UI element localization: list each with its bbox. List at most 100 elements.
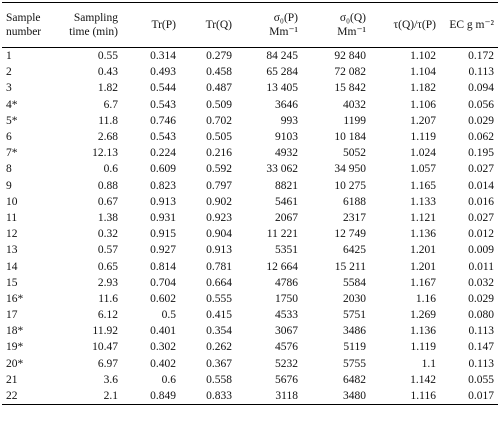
- table-cell: 13: [6, 244, 18, 257]
- table-cell: 993: [280, 114, 298, 127]
- table-cell: 1.38: [97, 211, 118, 224]
- table-cell: 6: [6, 131, 12, 144]
- header-text: σ₀(P): [273, 12, 298, 24]
- table-cell: 0.55: [97, 50, 118, 63]
- table-cell: 0.902: [206, 195, 232, 208]
- table-cell: 6482: [343, 373, 366, 386]
- table-cell: 1750: [275, 292, 298, 305]
- table-cell: 0.915: [150, 228, 176, 241]
- table-cell: 0.113: [468, 325, 494, 338]
- header-text: Tr(P): [151, 19, 176, 31]
- table-cell: 1.182: [410, 82, 436, 95]
- table-cell: 1.119: [410, 341, 436, 354]
- header-cell: σ₀(P) Mm⁻¹: [236, 3, 302, 48]
- table-cell: 14: [6, 260, 18, 273]
- table-cell: 7*: [6, 147, 18, 160]
- table-cell: 0.314: [150, 50, 176, 63]
- table-cell: 12 664: [266, 260, 298, 273]
- table-cell: 0.57: [97, 244, 118, 257]
- table-cell: 0.147: [468, 341, 494, 354]
- header-cell: EC g m⁻²: [440, 3, 498, 48]
- table-cell: 2: [6, 66, 12, 79]
- table-cell: 2.68: [97, 131, 118, 144]
- table-row: 19* 10.47 0.302 0.262 4576 5119 1.119 0.147: [2, 339, 498, 355]
- table-cell: 4576: [275, 341, 298, 354]
- table-cell: 0.367: [206, 357, 232, 370]
- table-cell: 33 062: [266, 163, 298, 176]
- table-body: 1 0.55 0.314 0.279 84 245 92 840 1.102 0.172 2 0.…: [2, 48, 498, 405]
- table-cell: 0.458: [206, 66, 232, 79]
- table-cell: 0.923: [206, 211, 232, 224]
- header-text: Mm⁻¹: [269, 26, 298, 38]
- header-text: Sampling: [73, 12, 118, 24]
- table-cell: 0.833: [206, 390, 232, 403]
- table-cell: 1.136: [410, 228, 436, 241]
- table-cell: 0.080: [468, 309, 494, 322]
- table-cell: 1: [6, 50, 12, 63]
- table-cell: 6425: [343, 244, 366, 257]
- table-cell: 1.201: [410, 244, 436, 257]
- table-cell: 5584: [343, 276, 366, 289]
- table-cell: 0.823: [150, 179, 176, 192]
- table-cell: 1.1: [421, 357, 436, 370]
- table-cell: 1.116: [410, 390, 436, 403]
- table-row: 3 1.82 0.544 0.487 13 405 15 842 1.182 0.094: [2, 80, 498, 96]
- table-cell: 1.133: [410, 195, 436, 208]
- table-cell: 1.142: [410, 373, 436, 386]
- table-cell: 22: [6, 390, 18, 403]
- table-cell: 5119: [343, 341, 366, 354]
- table-cell: 6.12: [97, 309, 118, 322]
- table-cell: 6.7: [103, 98, 118, 111]
- header-text: σ₀(Q): [339, 12, 366, 24]
- table-cell: 9103: [275, 131, 298, 144]
- table-cell: 0.062: [468, 131, 494, 144]
- table-cell: 0.814: [150, 260, 176, 273]
- table-cell: 0.913: [206, 244, 232, 257]
- table-cell: 2317: [343, 211, 366, 224]
- table-cell: 16*: [6, 292, 24, 305]
- table-cell: 0.6: [103, 163, 118, 176]
- header-row: Sample number Sampling time (min) Tr(P) Tr(Q)…: [2, 2, 498, 48]
- table-cell: 0.704: [150, 276, 176, 289]
- table-cell: 18*: [6, 325, 24, 338]
- table-cell: 11.92: [92, 325, 118, 338]
- table-cell: 0.904: [206, 228, 232, 241]
- table-cell: 0.172: [468, 50, 494, 63]
- table-cell: 1.201: [410, 260, 436, 273]
- header-cell: Sample number: [2, 3, 54, 48]
- table-row: 7* 12.13 0.224 0.216 4932 5052 1.024 0.195: [2, 145, 498, 161]
- table-cell: 0.056: [468, 98, 494, 111]
- table-row: 6 2.68 0.543 0.505 9103 10 184 1.119 0.062: [2, 129, 498, 145]
- table-cell: 0.555: [206, 292, 232, 305]
- table-cell: 0.6: [161, 373, 176, 386]
- data-table: Sample number Sampling time (min) Tr(P) Tr(Q)…: [2, 2, 498, 405]
- table-cell: 3118: [275, 390, 298, 403]
- header-text: Mm⁻¹: [337, 26, 366, 38]
- table-cell: 0.781: [206, 260, 232, 273]
- table-cell: 5755: [343, 357, 366, 370]
- table-cell: 1.121: [410, 211, 436, 224]
- table-cell: 0.094: [468, 82, 494, 95]
- table-cell: 11 221: [266, 228, 298, 241]
- table-cell: 0.016: [468, 195, 494, 208]
- table-cell: 8821: [275, 179, 298, 192]
- table-cell: 0.592: [206, 163, 232, 176]
- header-text: number: [6, 26, 42, 38]
- table-cell: 0.011: [468, 260, 494, 273]
- table-cell: 5751: [343, 309, 366, 322]
- header-text: Sample: [6, 12, 41, 24]
- table-cell: 21: [6, 373, 18, 386]
- table-cell: 13 405: [266, 82, 298, 95]
- table-cell: 1.167: [410, 276, 436, 289]
- table-row: 18* 11.92 0.401 0.354 3067 3486 1.136 0.113: [2, 323, 498, 339]
- table-cell: 3.6: [103, 373, 118, 386]
- table-cell: 2.93: [97, 276, 118, 289]
- table-cell: 92 840: [334, 50, 366, 63]
- table-cell: 8: [6, 163, 12, 176]
- table-cell: 0.014: [468, 179, 494, 192]
- table-row: 22 2.1 0.849 0.833 3118 3480 1.116 0.017: [2, 388, 498, 405]
- table-cell: 0.927: [150, 244, 176, 257]
- table-cell: 0.113: [468, 66, 494, 79]
- table-cell: 1.165: [410, 179, 436, 192]
- table-cell: 3486: [343, 325, 366, 338]
